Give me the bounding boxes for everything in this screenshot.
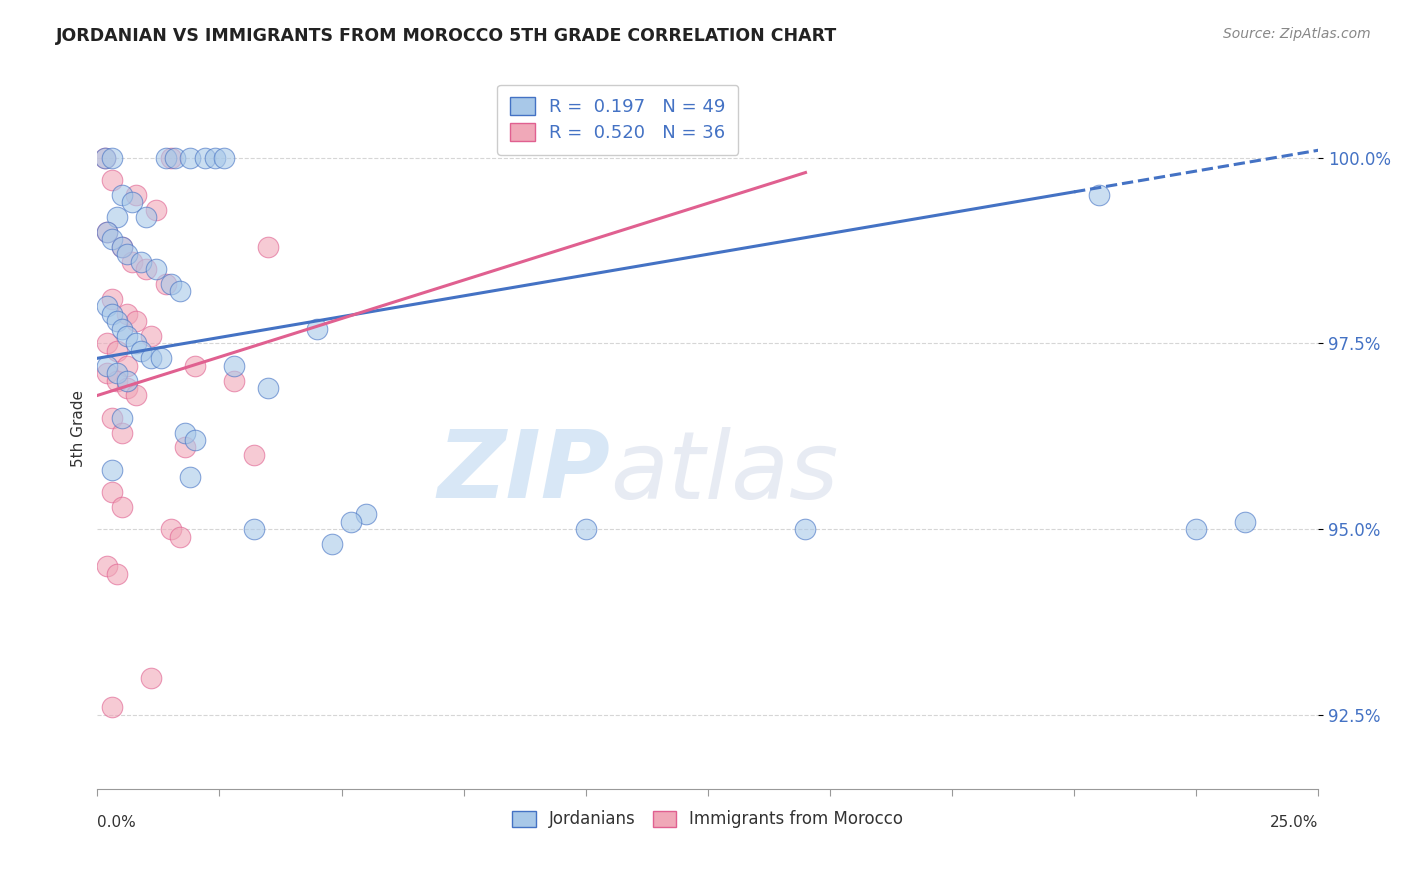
Point xyxy=(184,359,207,373)
Point xyxy=(101,463,124,477)
Point xyxy=(111,425,134,440)
Point xyxy=(222,374,245,388)
Point xyxy=(354,508,377,522)
Point xyxy=(321,537,343,551)
Text: 0.0%: 0.0% xyxy=(97,815,136,830)
Point xyxy=(105,566,128,581)
Point xyxy=(115,374,138,388)
Point xyxy=(121,254,143,268)
Point xyxy=(257,240,280,254)
Point xyxy=(101,232,124,246)
Point xyxy=(1234,515,1257,529)
Point xyxy=(155,151,177,165)
Point xyxy=(115,307,138,321)
Point xyxy=(135,262,157,277)
Point xyxy=(111,240,134,254)
Point xyxy=(794,522,817,536)
Point xyxy=(145,202,167,217)
Point xyxy=(101,151,124,165)
Point xyxy=(184,433,207,447)
Point xyxy=(340,515,363,529)
Point xyxy=(105,210,128,224)
Point xyxy=(96,336,118,351)
Point xyxy=(575,522,598,536)
Point xyxy=(139,351,162,366)
Point xyxy=(101,307,124,321)
Point xyxy=(111,240,134,254)
Point xyxy=(105,366,128,380)
Point xyxy=(96,559,118,574)
Point xyxy=(1087,187,1109,202)
Point xyxy=(169,285,191,299)
Point xyxy=(131,254,153,268)
Point xyxy=(125,314,148,328)
Point xyxy=(111,321,134,335)
Point xyxy=(222,359,245,373)
Point xyxy=(149,351,172,366)
Legend: Jordanians, Immigrants from Morocco: Jordanians, Immigrants from Morocco xyxy=(506,804,910,835)
Point xyxy=(165,151,187,165)
Point xyxy=(96,225,118,239)
Point xyxy=(115,359,138,373)
Point xyxy=(96,225,118,239)
Point xyxy=(125,388,148,402)
Point xyxy=(93,151,115,165)
Point xyxy=(101,410,124,425)
Point xyxy=(159,522,181,536)
Point xyxy=(169,530,191,544)
Point xyxy=(135,210,157,224)
Point xyxy=(105,343,128,358)
Point xyxy=(115,247,138,261)
Point xyxy=(101,700,124,714)
Point xyxy=(105,314,128,328)
Point xyxy=(96,359,118,373)
Text: 25.0%: 25.0% xyxy=(1270,815,1319,830)
Point xyxy=(179,151,201,165)
Point xyxy=(145,262,167,277)
Y-axis label: 5th Grade: 5th Grade xyxy=(72,391,86,467)
Point xyxy=(101,173,124,187)
Point xyxy=(101,485,124,500)
Point xyxy=(242,522,264,536)
Point xyxy=(139,671,162,685)
Text: atlas: atlas xyxy=(610,426,838,517)
Point xyxy=(96,366,118,380)
Point xyxy=(101,292,124,306)
Point xyxy=(307,321,329,335)
Point xyxy=(111,187,134,202)
Point xyxy=(105,374,128,388)
Point xyxy=(204,151,226,165)
Point xyxy=(131,343,153,358)
Point xyxy=(159,277,181,291)
Point xyxy=(111,500,134,514)
Point xyxy=(194,151,217,165)
Point xyxy=(96,299,118,313)
Point xyxy=(257,381,280,395)
Point xyxy=(155,277,177,291)
Text: Source: ZipAtlas.com: Source: ZipAtlas.com xyxy=(1223,27,1371,41)
Point xyxy=(125,336,148,351)
Point xyxy=(159,151,181,165)
Point xyxy=(242,448,264,462)
Point xyxy=(214,151,236,165)
Point xyxy=(179,470,201,484)
Point xyxy=(111,410,134,425)
Point xyxy=(174,441,197,455)
Text: ZIP: ZIP xyxy=(437,426,610,518)
Point xyxy=(115,381,138,395)
Point xyxy=(125,187,148,202)
Point xyxy=(139,329,162,343)
Point xyxy=(93,151,115,165)
Text: JORDANIAN VS IMMIGRANTS FROM MOROCCO 5TH GRADE CORRELATION CHART: JORDANIAN VS IMMIGRANTS FROM MOROCCO 5TH… xyxy=(56,27,838,45)
Point xyxy=(174,425,197,440)
Point xyxy=(115,329,138,343)
Point xyxy=(1185,522,1208,536)
Point xyxy=(121,195,143,210)
